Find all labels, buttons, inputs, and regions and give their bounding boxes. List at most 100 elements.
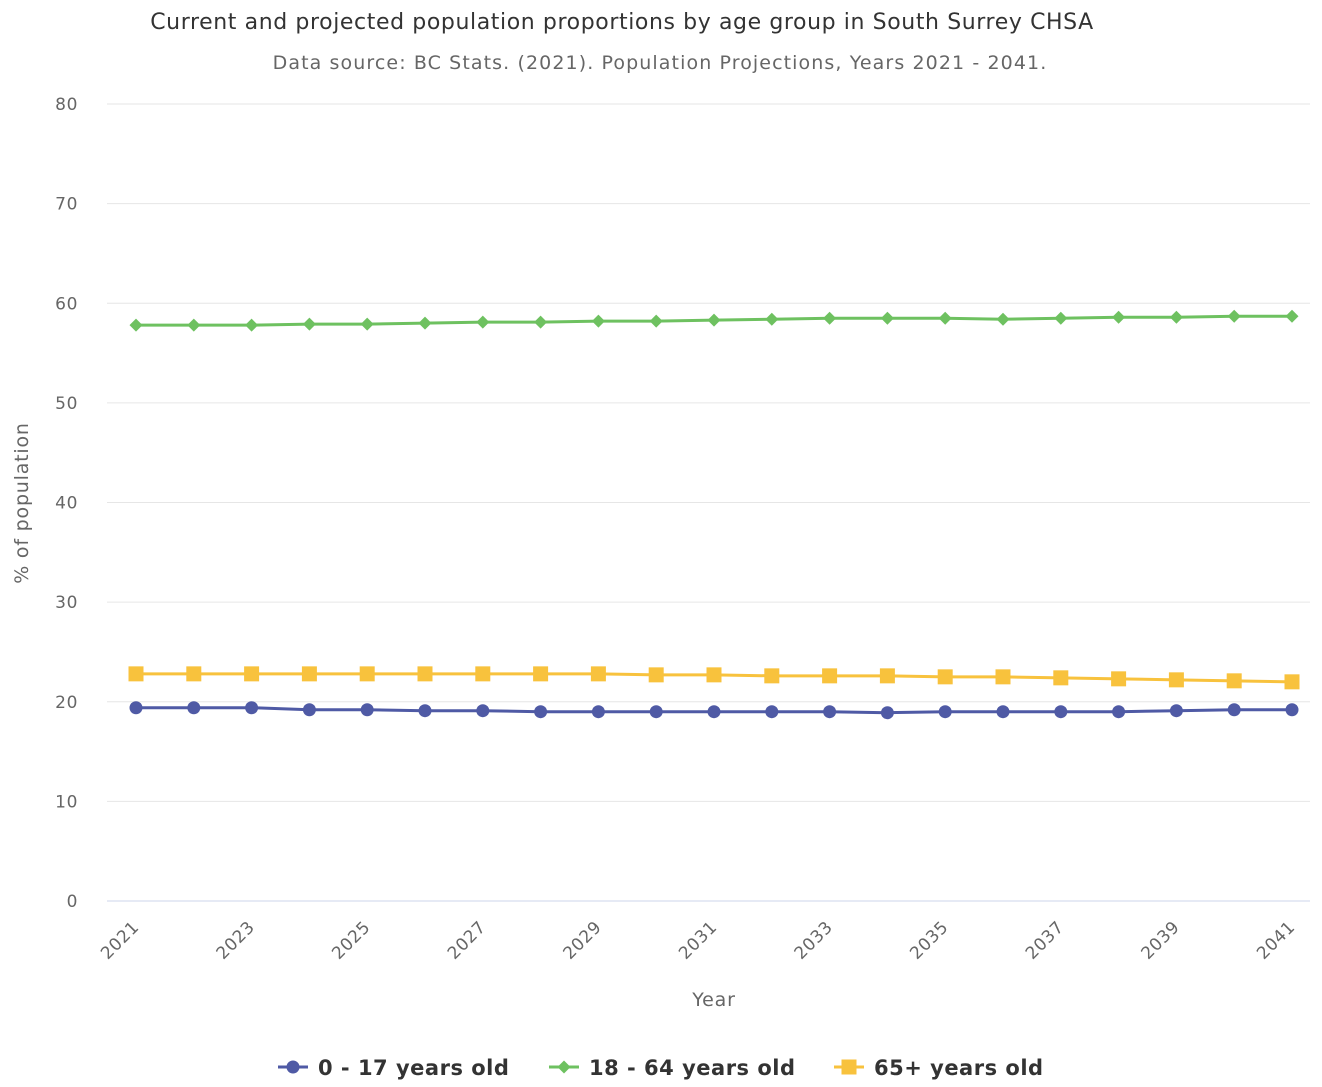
legend-item[interactable]: 65+ years old [834,1056,1044,1080]
x-tick-label: 2039 [1137,917,1183,963]
data-point[interactable] [187,701,201,715]
gridlines [107,103,1310,802]
data-point[interactable] [302,703,316,717]
data-point[interactable] [359,666,375,682]
data-point[interactable] [360,317,374,331]
data-point[interactable] [1169,704,1183,718]
data-point[interactable] [649,705,663,719]
data-point[interactable] [475,666,491,682]
data-point[interactable] [1054,311,1068,325]
data-point[interactable] [534,705,548,719]
data-point[interactable] [417,666,433,682]
data-point[interactable] [476,315,490,329]
data-point[interactable] [128,666,144,682]
data-point[interactable] [649,314,663,328]
x-tick-label: 2035 [906,917,952,963]
data-point[interactable] [245,701,259,715]
data-point[interactable] [302,317,316,331]
data-point[interactable] [1285,309,1299,323]
data-point[interactable] [1112,310,1126,324]
data-point[interactable] [823,705,837,719]
data-point[interactable] [129,318,143,332]
data-point[interactable] [533,666,549,682]
data-point[interactable] [706,667,722,683]
data-point[interactable] [1226,673,1242,689]
data-point[interactable] [186,666,202,682]
data-point[interactable] [996,705,1010,719]
data-point[interactable] [591,705,605,719]
data-point[interactable] [880,706,894,720]
y-tick-label: 80 [55,95,78,115]
chart-subtitle: Data source: BC Stats. (2021). Populatio… [273,52,1048,74]
y-axis-title: % of population [11,422,33,584]
legend-item[interactable]: 0 - 17 years old [278,1056,509,1080]
legend-label: 0 - 17 years old [318,1056,509,1080]
data-point[interactable] [476,704,490,718]
legend-label: 65+ years old [874,1056,1044,1080]
data-point[interactable] [996,312,1010,326]
y-tick-label: 20 [55,693,78,713]
data-point[interactable] [822,668,838,684]
data-point[interactable] [1284,674,1300,690]
data-point[interactable] [1285,703,1299,717]
data-point[interactable] [707,705,721,719]
data-point[interactable] [591,314,605,328]
legend-marker[interactable] [286,1060,300,1074]
x-tick-label: 2025 [328,917,374,963]
data-point[interactable] [1169,310,1183,324]
y-tick-label: 10 [55,792,78,812]
x-tick-label: 2023 [213,917,259,963]
y-tick-label: 30 [55,593,78,613]
data-point[interactable] [879,668,895,684]
legend-marker[interactable] [841,1059,857,1075]
data-point[interactable] [1111,671,1127,687]
data-point[interactable] [1227,309,1241,323]
data-point[interactable] [995,669,1011,685]
data-point[interactable] [245,318,259,332]
y-tick-label: 40 [55,494,78,514]
data-point[interactable] [648,667,664,683]
y-tick-label: 0 [67,892,78,912]
data-point[interactable] [1227,703,1241,717]
data-point[interactable] [418,316,432,330]
data-point[interactable] [1054,705,1068,719]
data-point[interactable] [707,313,721,327]
data-point[interactable] [764,668,780,684]
x-tick-label: 2033 [791,917,837,963]
data-point[interactable] [1112,705,1126,719]
legend-marker[interactable] [557,1060,571,1074]
x-tick-label: 2027 [444,917,490,963]
legend-label: 18 - 64 years old [589,1056,796,1080]
x-tick-label: 2037 [1022,917,1068,963]
data-point[interactable] [823,311,837,325]
data-point[interactable] [880,311,894,325]
data-point[interactable] [187,318,201,332]
x-tick-label: 2021 [97,917,143,963]
data-point[interactable] [938,705,952,719]
data-point[interactable] [418,704,432,718]
x-axis-ticks: 2021 2023 2025 2027 2029 2031 2033 2035 2037 2039… [97,917,1299,963]
data-point[interactable] [534,315,548,329]
y-tick-label: 70 [55,195,78,215]
data-point[interactable] [244,666,260,682]
data-point[interactable] [938,311,952,325]
y-tick-label: 50 [55,394,78,414]
data-point[interactable] [937,669,953,685]
data-point[interactable] [129,701,143,715]
data-point[interactable] [590,666,606,682]
chart-title: Current and projected population proport… [150,10,1094,35]
x-tick-label: 2041 [1253,917,1299,963]
data-point[interactable] [360,703,374,717]
y-axis-ticks: 0 10 20 30 40 50 60 70 80 [55,95,78,912]
data-point[interactable] [1053,670,1069,686]
legend-item[interactable]: 18 - 64 years old [549,1056,796,1080]
data-point[interactable] [301,666,317,682]
data-point[interactable] [1168,672,1184,688]
x-axis-title: Year [691,989,735,1011]
x-tick-label: 2029 [559,917,605,963]
y-tick-label: 60 [55,294,78,314]
data-point[interactable] [765,705,779,719]
data-point[interactable] [765,312,779,326]
